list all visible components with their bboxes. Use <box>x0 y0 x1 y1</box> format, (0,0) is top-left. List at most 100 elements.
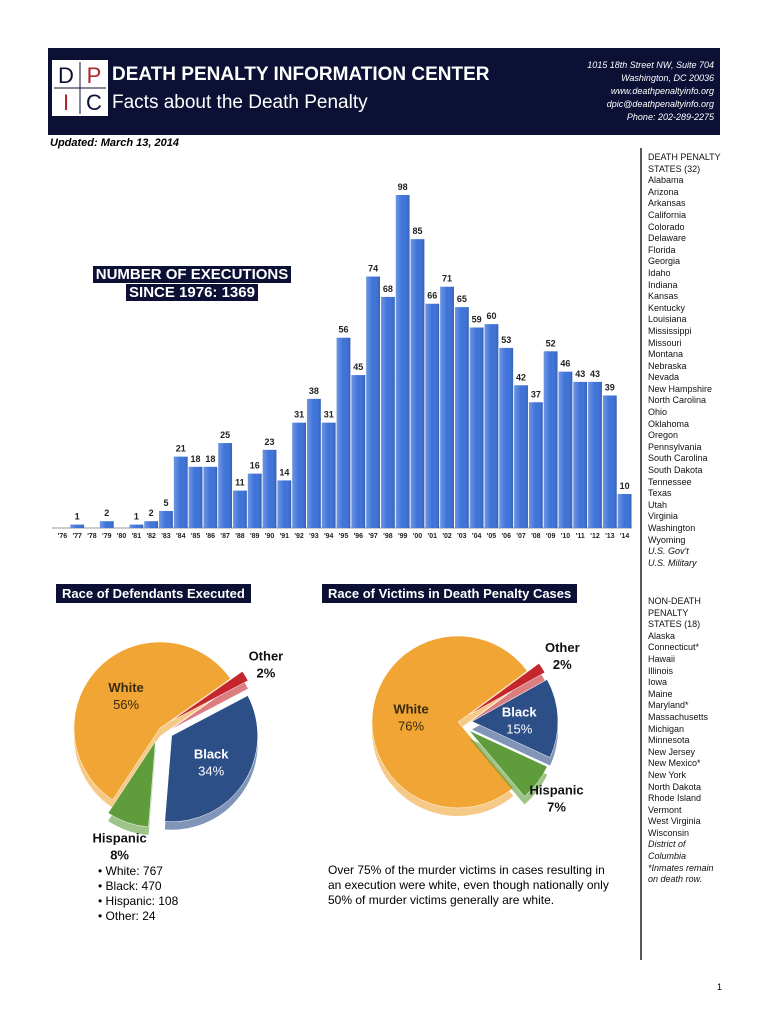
sidebar-death: DEATH PENALTY STATES (32) Alabama Arizona A… <box>648 152 724 569</box>
x-tick-label: '02 <box>442 533 452 540</box>
x-tick-label: '14 <box>620 533 630 540</box>
x-tick-label: '83 <box>161 533 171 540</box>
state-item: Delaware <box>648 233 687 244</box>
count-item: Other: 24 <box>98 909 178 924</box>
address-line: Phone: 202-289-2275 <box>626 112 714 122</box>
x-tick-label: '91 <box>280 533 290 540</box>
bar-value-label: 5 <box>163 498 168 508</box>
state-item: Missouri <box>648 337 682 348</box>
pie-slice-depth <box>171 679 249 729</box>
x-tick-label: '89 <box>250 533 260 540</box>
bar-value-label: 98 <box>398 182 408 192</box>
bar-shade <box>543 351 558 528</box>
state-item: New York <box>648 769 687 780</box>
bar-shade <box>454 307 469 528</box>
bar-value-label: 66 <box>427 291 437 301</box>
logo-letter: D <box>58 63 74 88</box>
state-item: Montana <box>648 349 684 360</box>
x-tick-label: '84 <box>176 533 186 540</box>
pie-value-label: 15% <box>506 722 532 737</box>
bar-value-label: 14 <box>279 467 289 477</box>
bar-value-label: 46 <box>560 359 570 369</box>
state-item: Kentucky <box>648 302 686 313</box>
bar-value-label: 53 <box>501 335 511 345</box>
state-item: Florida <box>648 244 676 255</box>
bar-shade <box>602 395 617 528</box>
pie-title: Race of Victims in Death Penalty Cases <box>322 584 578 603</box>
pie-slice-depth <box>469 671 545 723</box>
state-item: Colorado <box>648 221 685 232</box>
bar-value-label: 85 <box>412 226 422 236</box>
pie-category-label: Hispanic <box>93 830 147 845</box>
state-item: Oregon <box>648 430 679 441</box>
state-item: North Carolina <box>648 395 707 406</box>
bar-title: NUMBER OF EXECUTIONS SINCE 1976: 1369 <box>92 266 292 301</box>
bar-value-label: 52 <box>546 338 556 348</box>
x-tick-label: '99 <box>398 533 408 540</box>
bar-value-label: 71 <box>442 274 452 284</box>
state-item: Alaska <box>648 630 676 641</box>
pie-slice <box>73 641 231 801</box>
bar-value-label: 1 <box>134 512 139 522</box>
state-item: New Mexico* <box>648 758 701 769</box>
state-item: Alabama <box>648 175 684 186</box>
page-number: 1 <box>716 982 722 992</box>
bar-value-label: 74 <box>368 264 378 274</box>
bar-shade <box>380 296 395 528</box>
state-item: Nevada <box>648 372 680 383</box>
bar-shade <box>573 381 588 528</box>
state-item: Oklahoma <box>648 418 690 429</box>
x-tick-label: '11 <box>576 533 585 540</box>
x-tick-label: '90 <box>265 533 275 540</box>
x-tick-label: '12 <box>590 533 600 540</box>
pie-value-label: 8% <box>110 847 129 862</box>
x-tick-label: '93 <box>309 533 319 540</box>
header-subtitle: Facts about the Death Penalty <box>112 92 368 113</box>
pie-category-label: White <box>108 680 143 695</box>
x-tick-label: '82 <box>146 533 156 540</box>
bar-value-label: 2 <box>104 508 109 518</box>
pie-slice <box>164 695 258 822</box>
bar-shade <box>528 402 543 528</box>
bar-shade <box>366 276 380 528</box>
pie-category-label: Other <box>545 640 580 655</box>
bar-value-label: 2 <box>149 508 154 518</box>
pie-category-label: White <box>393 701 428 716</box>
state-item: Indiana <box>648 279 678 290</box>
state-item: South Carolina <box>648 453 708 464</box>
count-list: White: 767Black: 470Hispanic: 108Other: … <box>98 864 179 924</box>
bar-value-label: 25 <box>220 430 230 440</box>
state-item: South Dakota <box>648 465 703 476</box>
state-item: North Dakota <box>648 781 702 792</box>
bar-value-label: 23 <box>265 437 275 447</box>
state-item: Connecticut* <box>648 642 700 653</box>
state-item: Iowa <box>648 677 668 688</box>
bar-shade <box>277 480 292 528</box>
address-line: 1015 18th Street NW, Suite 704 <box>587 60 714 70</box>
state-item: Minnesota <box>648 735 690 746</box>
federal-item: U.S. Military <box>648 557 697 568</box>
state-item: Virginia <box>648 511 678 522</box>
bar-shade <box>307 398 321 528</box>
state-item: New Jersey <box>648 746 696 757</box>
x-tick-label: '79 <box>102 533 112 540</box>
x-tick-label: '03 <box>457 533 467 540</box>
pie-slice <box>171 671 249 721</box>
bar-value-label: 1 <box>75 512 80 522</box>
state-item: Ohio <box>648 407 668 418</box>
federal-item: U.S. Gov't <box>648 546 689 557</box>
bar-value-label: 42 <box>516 372 526 382</box>
bar-shade <box>203 466 218 528</box>
x-tick-label: '85 <box>191 533 201 540</box>
state-item: Louisiana <box>648 314 687 325</box>
bar-shade <box>321 422 336 528</box>
bar-value-label: 68 <box>383 284 393 294</box>
bar-value-label: 31 <box>324 410 334 420</box>
bar-value-label: 10 <box>620 481 630 491</box>
x-tick-label: '98 <box>383 533 393 540</box>
state-item: Vermont <box>648 804 682 815</box>
pie-category-label: Hispanic <box>529 782 583 797</box>
state-item: Rhode Island <box>648 793 702 804</box>
bar-shade <box>469 327 484 528</box>
